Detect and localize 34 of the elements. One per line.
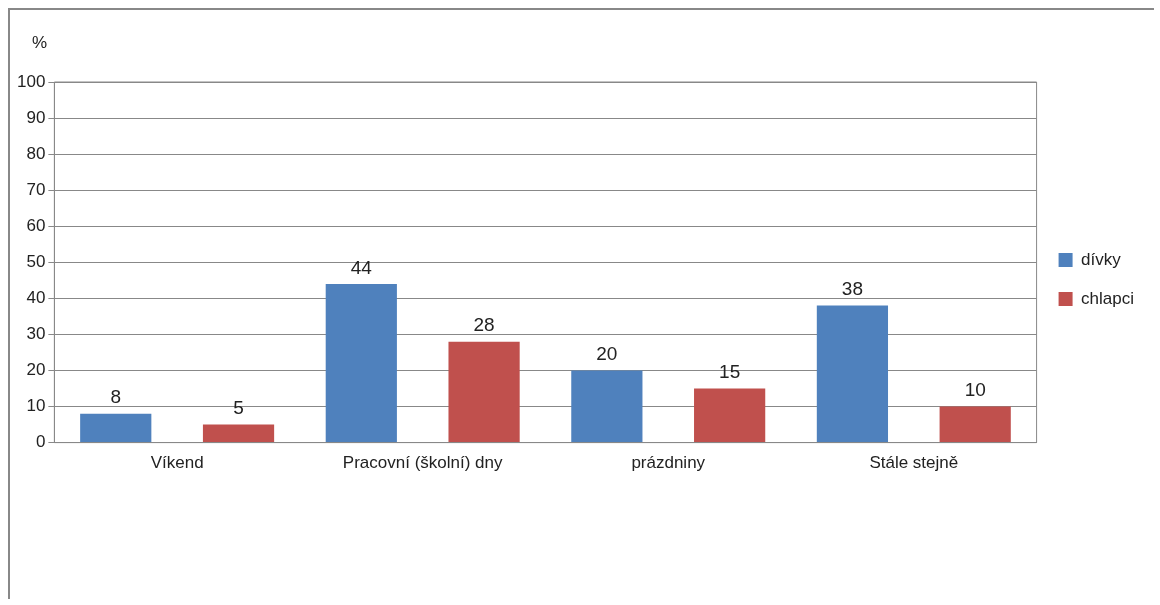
y-tick-label: 0 bbox=[35, 432, 46, 452]
bar bbox=[202, 424, 275, 443]
y-tick-label: 90 bbox=[26, 107, 46, 127]
y-tick-label: 70 bbox=[26, 179, 46, 199]
x-tick-label: Stále stejně bbox=[869, 453, 959, 473]
x-tick-label: prázdniny bbox=[631, 453, 706, 473]
legend-label: dívky bbox=[1081, 249, 1122, 269]
bar bbox=[939, 406, 1011, 443]
bar bbox=[816, 305, 889, 443]
x-tick-label: Pracovní (školní) dny bbox=[342, 453, 504, 473]
y-tick-label: 50 bbox=[26, 251, 46, 271]
y-tick-label: 60 bbox=[26, 215, 46, 235]
y-tick-label: 20 bbox=[26, 360, 46, 380]
data-label: 5 bbox=[233, 397, 244, 419]
bar bbox=[325, 283, 397, 443]
y-axis-title: % bbox=[32, 33, 48, 53]
data-label: 20 bbox=[596, 343, 618, 365]
bar bbox=[694, 388, 766, 443]
y-tick-label: 80 bbox=[26, 143, 46, 163]
data-label: 28 bbox=[473, 314, 495, 336]
bar bbox=[80, 413, 152, 443]
x-tick-label: Víkend bbox=[150, 453, 204, 473]
data-label: 10 bbox=[964, 379, 986, 401]
data-label: 8 bbox=[110, 386, 122, 408]
y-tick-label: 10 bbox=[26, 396, 46, 416]
data-label: 38 bbox=[841, 278, 863, 300]
y-tick-label: 40 bbox=[26, 288, 46, 308]
bar bbox=[448, 341, 520, 443]
data-label: 15 bbox=[719, 361, 741, 383]
legend-label: chlapci bbox=[1081, 288, 1134, 308]
bar bbox=[571, 370, 643, 443]
y-tick-label: 30 bbox=[26, 324, 46, 344]
y-tick-label: 100 bbox=[16, 71, 46, 91]
data-label: 44 bbox=[350, 256, 373, 278]
